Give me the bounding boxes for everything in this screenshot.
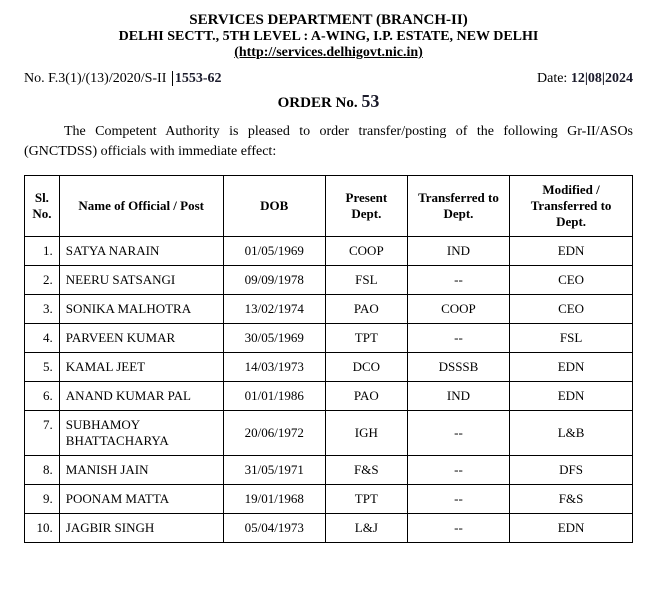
cell-dob: 01/01/1986: [223, 381, 325, 410]
cell-present: FSL: [325, 265, 407, 294]
cell-modified: DFS: [510, 455, 633, 484]
order-label: ORDER No.: [278, 95, 358, 111]
cell-dob: 31/05/1971: [223, 455, 325, 484]
cell-modified: EDN: [510, 381, 633, 410]
document-header: SERVICES DEPARTMENT (BRANCH-II) DELHI SE…: [24, 12, 633, 61]
cell-sl: 9.: [25, 484, 60, 513]
table-row: 3.SONIKA MALHOTRA13/02/1974PAOCOOPCEO: [25, 294, 633, 323]
cell-dob: 13/02/1974: [223, 294, 325, 323]
header-url: (http://services.delhigovt.nic.in): [24, 45, 633, 61]
cell-transferred: --: [407, 455, 509, 484]
table-row: 4.PARVEEN KUMAR30/05/1969TPT--FSL: [25, 323, 633, 352]
cell-modified: EDN: [510, 513, 633, 542]
cell-transferred: --: [407, 484, 509, 513]
cell-name: SUBHAMOY BHATTACHARYA: [59, 410, 223, 455]
cell-dob: 14/03/1973: [223, 352, 325, 381]
cell-modified: EDN: [510, 352, 633, 381]
header-line2: DELHI SECTT., 5TH LEVEL : A-WING, I.P. E…: [24, 29, 633, 45]
table-row: 8.MANISH JAIN31/05/1971F&S--DFS: [25, 455, 633, 484]
table-body: 1.SATYA NARAIN01/05/1969COOPINDEDN2.NEER…: [25, 236, 633, 542]
col-dob: DOB: [223, 175, 325, 236]
cell-dob: 05/04/1973: [223, 513, 325, 542]
cell-present: TPT: [325, 323, 407, 352]
cell-modified: CEO: [510, 294, 633, 323]
cell-modified: F&S: [510, 484, 633, 513]
preamble-text: The Competent Authority is pleased to or…: [24, 122, 633, 163]
cell-sl: 6.: [25, 381, 60, 410]
cell-present: COOP: [325, 236, 407, 265]
ref-prefix: No. F.3(1)/(13)/2020/S-II: [24, 71, 166, 86]
col-sl: Sl. No.: [25, 175, 60, 236]
transfer-table: Sl. No. Name of Official / Post DOB Pres…: [24, 175, 633, 543]
cell-transferred: DSSSB: [407, 352, 509, 381]
cell-transferred: --: [407, 410, 509, 455]
cell-name: PARVEEN KUMAR: [59, 323, 223, 352]
table-row: 6.ANAND KUMAR PAL01/01/1986PAOINDEDN: [25, 381, 633, 410]
cell-present: IGH: [325, 410, 407, 455]
table-row: 10.JAGBIR SINGH05/04/1973L&J--EDN: [25, 513, 633, 542]
cell-transferred: --: [407, 323, 509, 352]
cell-present: PAO: [325, 381, 407, 410]
cell-sl: 10.: [25, 513, 60, 542]
col-transferred: Transferred to Dept.: [407, 175, 509, 236]
cell-name: JAGBIR SINGH: [59, 513, 223, 542]
cell-sl: 1.: [25, 236, 60, 265]
cell-modified: CEO: [510, 265, 633, 294]
cell-name: SONIKA MALHOTRA: [59, 294, 223, 323]
header-line1: SERVICES DEPARTMENT (BRANCH-II): [24, 12, 633, 29]
cell-sl: 3.: [25, 294, 60, 323]
cell-sl: 5.: [25, 352, 60, 381]
cell-present: TPT: [325, 484, 407, 513]
cell-modified: EDN: [510, 236, 633, 265]
table-row: 5.KAMAL JEET14/03/1973DCODSSSBEDN: [25, 352, 633, 381]
cell-dob: 30/05/1969: [223, 323, 325, 352]
cell-name: SATYA NARAIN: [59, 236, 223, 265]
cell-sl: 7.: [25, 410, 60, 455]
cell-transferred: --: [407, 265, 509, 294]
reference-no: No. F.3(1)/(13)/2020/S-II 1553-62: [24, 71, 222, 87]
cell-modified: FSL: [510, 323, 633, 352]
cell-dob: 20/06/1972: [223, 410, 325, 455]
order-number: 53: [361, 91, 379, 111]
cell-present: DCO: [325, 352, 407, 381]
cell-name: POONAM MATTA: [59, 484, 223, 513]
cell-present: F&S: [325, 455, 407, 484]
order-number-line: ORDER No. 53: [24, 91, 633, 112]
cell-transferred: COOP: [407, 294, 509, 323]
cell-sl: 4.: [25, 323, 60, 352]
cell-modified: L&B: [510, 410, 633, 455]
cell-dob: 19/01/1968: [223, 484, 325, 513]
table-row: 7.SUBHAMOY BHATTACHARYA20/06/1972IGH--L&…: [25, 410, 633, 455]
table-row: 2.NEERU SATSANGI09/09/1978FSL--CEO: [25, 265, 633, 294]
cell-transferred: IND: [407, 236, 509, 265]
cell-sl: 2.: [25, 265, 60, 294]
date-value: 12|08|2024: [571, 71, 633, 86]
ref-handwritten: 1553-62: [175, 71, 222, 86]
col-present: Present Dept.: [325, 175, 407, 236]
table-row: 1.SATYA NARAIN01/05/1969COOPINDEDN: [25, 236, 633, 265]
table-header-row: Sl. No. Name of Official / Post DOB Pres…: [25, 175, 633, 236]
cell-name: NEERU SATSANGI: [59, 265, 223, 294]
cell-name: MANISH JAIN: [59, 455, 223, 484]
cell-name: ANAND KUMAR PAL: [59, 381, 223, 410]
date-block: Date: 12|08|2024: [537, 71, 633, 87]
cell-transferred: IND: [407, 381, 509, 410]
col-modified: Modified / Transferred to Dept.: [510, 175, 633, 236]
date-label: Date:: [537, 71, 567, 86]
cell-name: KAMAL JEET: [59, 352, 223, 381]
reference-row: No. F.3(1)/(13)/2020/S-II 1553-62 Date: …: [24, 71, 633, 87]
col-name: Name of Official / Post: [59, 175, 223, 236]
cell-transferred: --: [407, 513, 509, 542]
cell-dob: 01/05/1969: [223, 236, 325, 265]
cell-present: PAO: [325, 294, 407, 323]
cell-present: L&J: [325, 513, 407, 542]
cell-sl: 8.: [25, 455, 60, 484]
table-row: 9.POONAM MATTA19/01/1968TPT--F&S: [25, 484, 633, 513]
cell-dob: 09/09/1978: [223, 265, 325, 294]
